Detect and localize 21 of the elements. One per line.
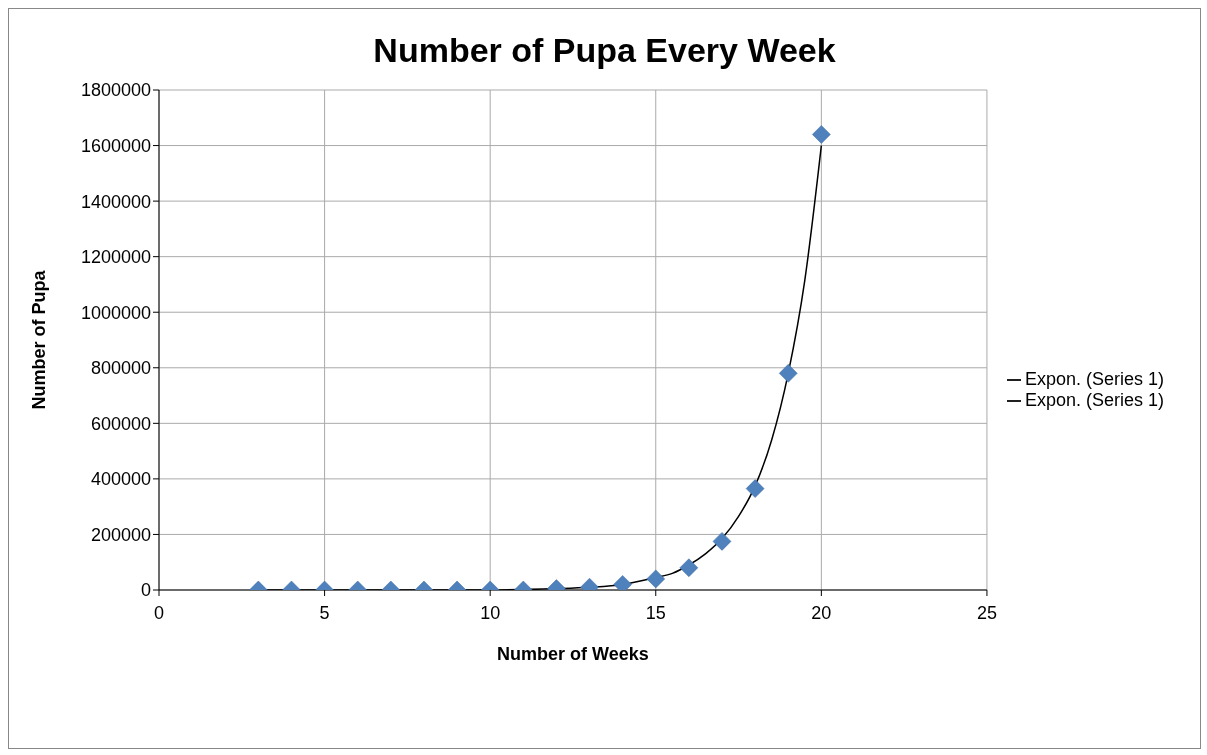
x-tick-label: 20	[811, 602, 832, 623]
y-tick-label: 1000000	[80, 302, 151, 323]
x-tick-label: 0	[153, 602, 165, 623]
y-tick-label: 800000	[90, 358, 151, 379]
legend-label: Expon. (Series 1)	[1024, 369, 1164, 389]
chart-title: Number of Pupa Every Week	[372, 31, 837, 70]
y-tick-label: 600000	[90, 413, 151, 434]
y-tick-label: 0	[140, 580, 151, 601]
y-tick-label: 1600000	[80, 135, 151, 156]
x-tick-label: 25	[976, 602, 997, 623]
legend-label: Expon. (Series 1)	[1024, 390, 1164, 410]
x-axis-title: Number of Weeks	[497, 644, 649, 664]
x-tick-label: 5	[319, 602, 330, 623]
y-tick-label: 1800000	[80, 80, 151, 101]
x-tick-label: 15	[645, 602, 666, 623]
y-tick-label: 400000	[90, 469, 151, 490]
x-tick-label: 10	[480, 602, 501, 623]
y-tick-label: 1400000	[80, 191, 151, 212]
y-axis-title: Number of Pupa	[29, 269, 50, 410]
y-tick-label: 200000	[90, 524, 151, 545]
y-tick-label: 1200000	[80, 247, 151, 268]
